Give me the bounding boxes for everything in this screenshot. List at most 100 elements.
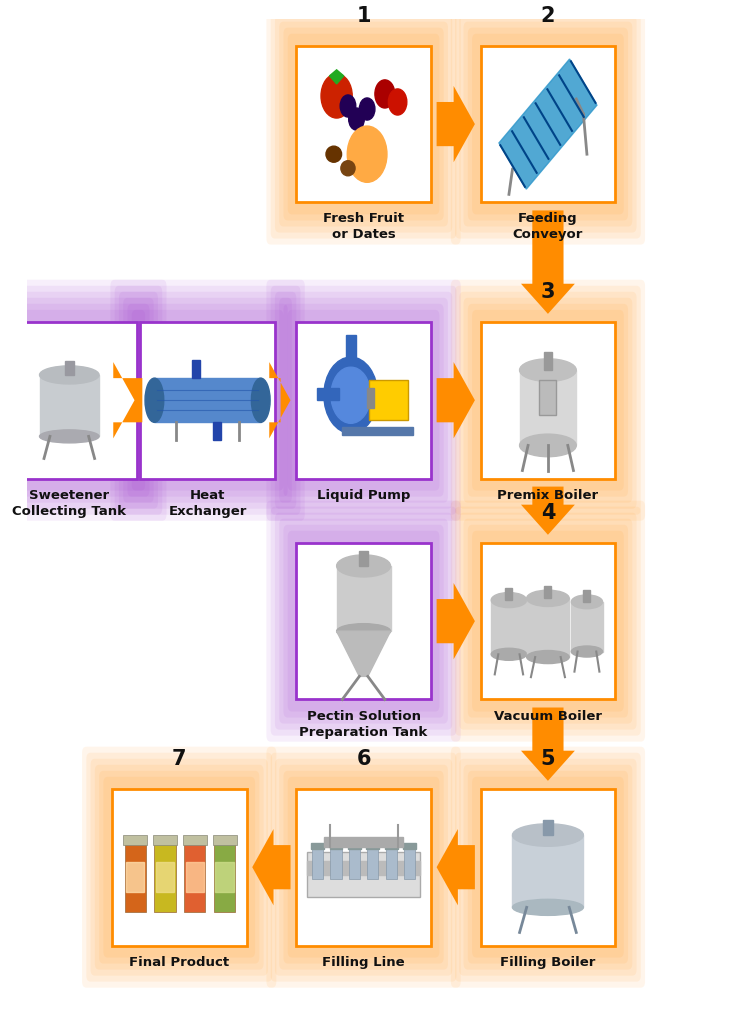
- Ellipse shape: [571, 646, 602, 657]
- Text: Heat
Exchanger: Heat Exchanger: [169, 489, 246, 518]
- FancyBboxPatch shape: [451, 500, 645, 741]
- FancyBboxPatch shape: [82, 747, 276, 988]
- Bar: [307, 862, 420, 875]
- Polygon shape: [521, 708, 575, 781]
- FancyBboxPatch shape: [460, 292, 636, 508]
- Bar: [153, 835, 177, 845]
- Bar: [156, 862, 174, 892]
- Ellipse shape: [145, 378, 164, 422]
- Ellipse shape: [39, 430, 99, 443]
- Circle shape: [331, 367, 371, 423]
- Ellipse shape: [252, 378, 270, 422]
- Polygon shape: [437, 363, 475, 439]
- FancyBboxPatch shape: [2, 321, 137, 479]
- FancyBboxPatch shape: [455, 753, 641, 982]
- Bar: [337, 566, 391, 632]
- Text: Sweetener
Collecting Tank: Sweetener Collecting Tank: [13, 489, 127, 518]
- Bar: [543, 820, 553, 835]
- Polygon shape: [437, 86, 475, 162]
- Bar: [65, 360, 73, 375]
- FancyBboxPatch shape: [0, 304, 149, 497]
- Text: 2: 2: [541, 6, 555, 26]
- FancyBboxPatch shape: [283, 525, 444, 718]
- FancyBboxPatch shape: [90, 759, 268, 976]
- FancyBboxPatch shape: [283, 771, 444, 963]
- FancyBboxPatch shape: [271, 753, 457, 982]
- FancyBboxPatch shape: [463, 298, 632, 502]
- Bar: [215, 862, 234, 892]
- FancyBboxPatch shape: [0, 279, 166, 521]
- Bar: [527, 599, 569, 657]
- FancyBboxPatch shape: [271, 506, 457, 735]
- Ellipse shape: [337, 555, 391, 577]
- Polygon shape: [499, 59, 597, 189]
- FancyBboxPatch shape: [140, 321, 275, 479]
- FancyBboxPatch shape: [480, 789, 615, 946]
- Text: 1: 1: [357, 6, 371, 26]
- Bar: [124, 842, 146, 912]
- Text: Liquid Pump: Liquid Pump: [317, 489, 410, 501]
- FancyBboxPatch shape: [0, 298, 154, 502]
- Bar: [311, 843, 324, 849]
- Bar: [155, 842, 175, 912]
- Bar: [214, 842, 235, 912]
- Bar: [386, 849, 397, 879]
- Bar: [513, 835, 583, 907]
- Bar: [491, 600, 527, 654]
- FancyBboxPatch shape: [266, 747, 461, 988]
- FancyBboxPatch shape: [472, 776, 624, 957]
- Circle shape: [388, 89, 407, 115]
- Ellipse shape: [519, 358, 576, 381]
- FancyBboxPatch shape: [455, 506, 641, 735]
- FancyBboxPatch shape: [271, 9, 457, 238]
- Circle shape: [349, 108, 364, 130]
- Polygon shape: [437, 829, 475, 906]
- Bar: [505, 588, 513, 600]
- Polygon shape: [521, 487, 575, 535]
- FancyBboxPatch shape: [279, 519, 448, 724]
- Bar: [545, 586, 551, 599]
- Bar: [403, 843, 416, 849]
- Bar: [212, 835, 237, 845]
- FancyBboxPatch shape: [266, 3, 461, 244]
- Bar: [583, 589, 591, 602]
- FancyBboxPatch shape: [460, 759, 636, 976]
- FancyBboxPatch shape: [283, 28, 444, 221]
- Bar: [367, 388, 374, 409]
- Circle shape: [360, 98, 375, 120]
- Bar: [366, 843, 379, 849]
- Bar: [360, 550, 368, 566]
- FancyBboxPatch shape: [463, 519, 632, 724]
- FancyBboxPatch shape: [288, 310, 440, 491]
- FancyBboxPatch shape: [472, 531, 624, 712]
- FancyBboxPatch shape: [279, 765, 448, 969]
- FancyBboxPatch shape: [480, 543, 615, 699]
- Ellipse shape: [39, 366, 99, 384]
- Text: Feeding
Conveyor: Feeding Conveyor: [513, 213, 583, 241]
- FancyBboxPatch shape: [468, 525, 628, 718]
- Ellipse shape: [341, 161, 355, 176]
- Ellipse shape: [513, 900, 583, 915]
- Bar: [348, 843, 360, 849]
- FancyBboxPatch shape: [480, 321, 615, 479]
- Bar: [329, 843, 343, 849]
- Ellipse shape: [513, 824, 583, 846]
- FancyBboxPatch shape: [99, 771, 259, 963]
- Ellipse shape: [571, 595, 602, 609]
- Bar: [183, 835, 207, 845]
- FancyBboxPatch shape: [275, 512, 452, 729]
- FancyBboxPatch shape: [110, 279, 305, 521]
- Bar: [369, 380, 408, 420]
- FancyBboxPatch shape: [296, 321, 431, 479]
- Text: Filling Line: Filling Line: [322, 955, 405, 968]
- FancyBboxPatch shape: [119, 292, 296, 508]
- Bar: [404, 849, 415, 879]
- Bar: [307, 852, 420, 898]
- Bar: [385, 843, 397, 849]
- Bar: [539, 380, 556, 415]
- Polygon shape: [269, 363, 291, 439]
- Bar: [571, 602, 602, 651]
- FancyBboxPatch shape: [451, 747, 645, 988]
- FancyBboxPatch shape: [468, 771, 628, 963]
- Bar: [186, 862, 204, 892]
